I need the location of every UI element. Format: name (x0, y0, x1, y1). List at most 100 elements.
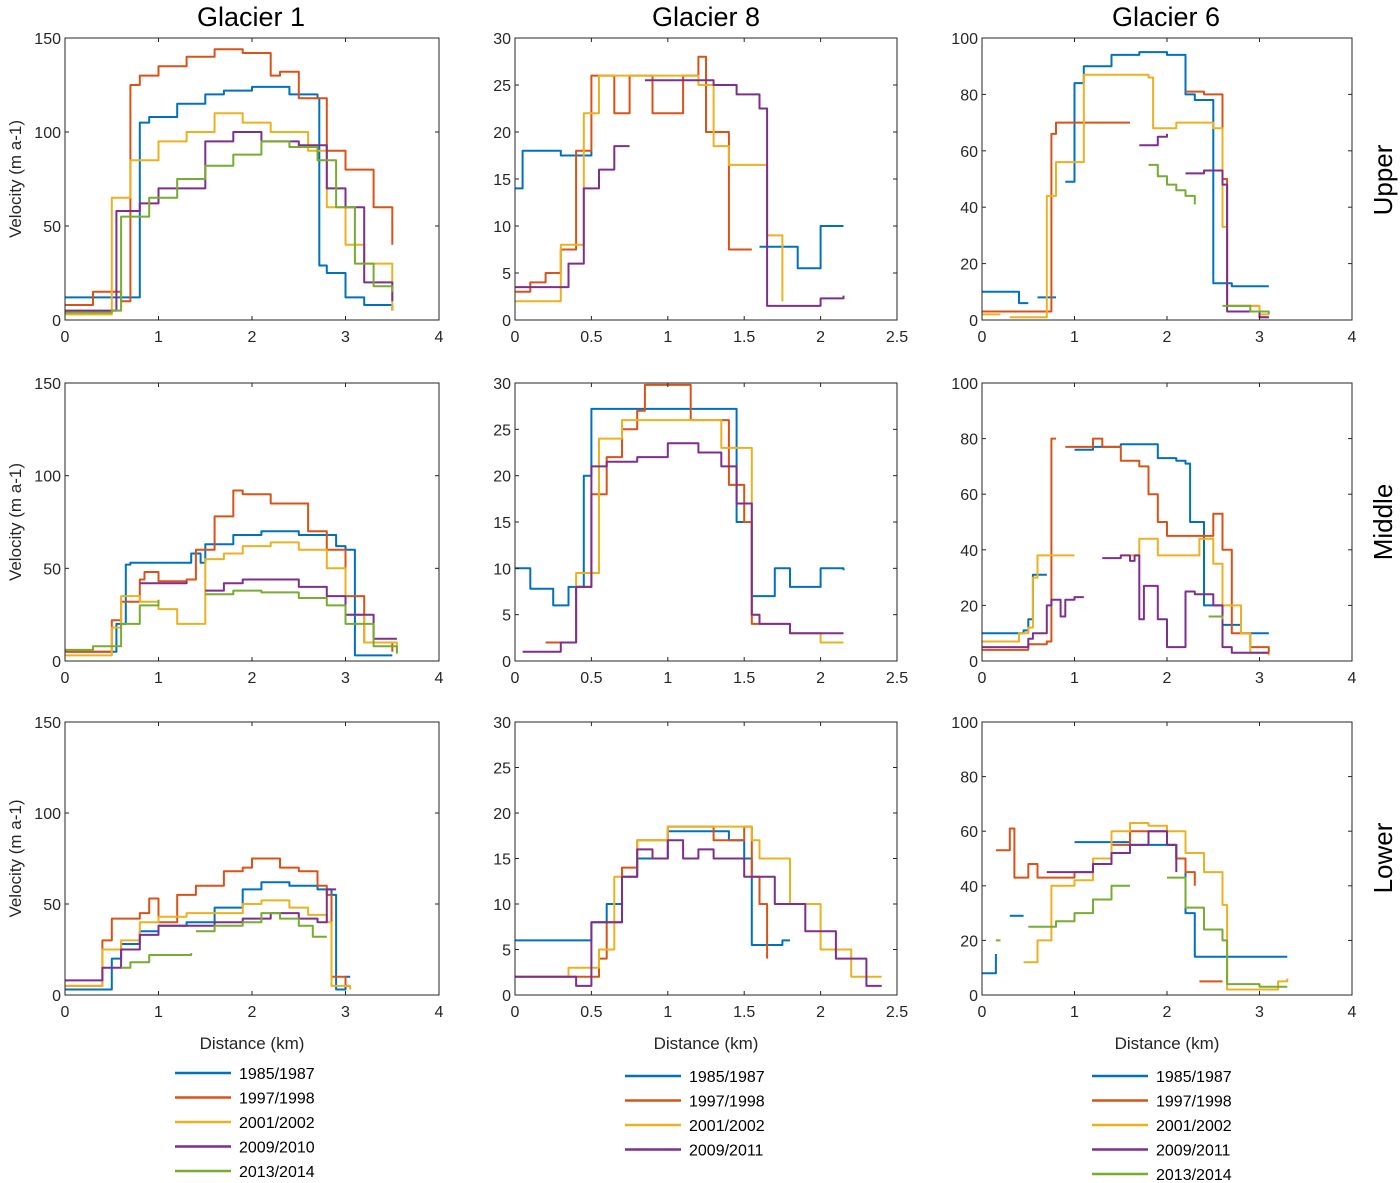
series-line-2001-2002 (515, 74, 784, 303)
series-line-2013-2014 (1208, 615, 1224, 620)
column-title-glacier-1: Glacier 1 (197, 2, 305, 32)
x-tick-label: 2.5 (886, 1004, 908, 1021)
y-tick-label: 10 (493, 897, 511, 914)
y-tick-label: 40 (960, 200, 978, 217)
series-line-2001-2002 (982, 554, 1075, 643)
series-line-2009-2010 (1185, 169, 1269, 319)
y-tick-label: 10 (493, 561, 511, 578)
y-tick-label: 30 (493, 715, 511, 732)
series-line-1985-1987 (982, 290, 1029, 305)
y-tick-label: 30 (493, 376, 511, 393)
y-tick-label: 0 (502, 654, 511, 671)
y-tick-label: 80 (960, 87, 978, 104)
series-line-2009-2010 (522, 442, 844, 653)
x-tick-label: 1 (1070, 670, 1079, 687)
legend-label: 2001/2002 (1156, 1118, 1232, 1135)
legend-label: 1985/1987 (1156, 1069, 1232, 1086)
y-tick-label: 0 (52, 654, 61, 671)
x-tick-label: 2 (1163, 1004, 1172, 1021)
series-line-2009-2010 (1102, 554, 1269, 654)
y-axis-label: Velocity (m a-1) (6, 463, 25, 581)
series-line-2009-2010 (515, 839, 882, 987)
series-line-1997-1998 (982, 121, 1130, 313)
series-line-2009-2010 (515, 145, 630, 289)
legend-label: 1997/1998 (689, 1094, 765, 1111)
series-line-2013-2014 (205, 589, 398, 654)
x-tick-label: 2 (816, 670, 825, 687)
x-tick-label: 2 (816, 329, 825, 346)
panel-glacier-1-lower: 0 1 2 3 4 0 50 100 150 Velocity (m a-1) Distance (… (6, 715, 444, 1053)
legend-label: 2009/2011 (1156, 1143, 1231, 1160)
y-tick-label: 5 (502, 943, 511, 960)
y-tick-label: 20 (493, 469, 511, 486)
y-tick-label: 0 (502, 988, 511, 1005)
x-tick-label: 2 (816, 1004, 825, 1021)
y-tick-label: 50 (43, 561, 61, 578)
x-tick-label: 3 (1255, 670, 1264, 687)
series-line-1997-1998 (65, 857, 351, 987)
y-tick-label: 20 (960, 933, 978, 950)
x-tick-label: 3 (341, 1004, 350, 1021)
series-line-2013-2014 (1028, 884, 1130, 928)
x-axis-label: Distance (km) (200, 1034, 305, 1053)
legend-label: 1985/1987 (239, 1066, 315, 1083)
legend-label: 2001/2002 (239, 1115, 315, 1132)
x-tick-label: 1 (663, 670, 672, 687)
series-line-2009-2010 (1139, 133, 1168, 147)
x-tick-label: 4 (1348, 670, 1357, 687)
y-tick-label: 20 (960, 257, 978, 274)
x-tick-label: 2 (1163, 329, 1172, 346)
series-line-2009-2010 (1046, 830, 1178, 874)
panel-glacier-8-middle: 0 0.5 1 1.5 2 2.5 0 5 10 15 20 25 30 (493, 376, 908, 687)
legend-glacier-8: 1985/1987 1997/1998 2001/2002 2009/2011 (625, 1069, 765, 1160)
y-tick-label: 15 (493, 852, 511, 869)
legend-glacier-1: 1985/1987 1997/1998 2001/2002 2009/2010 2013… (175, 1066, 315, 1181)
y-tick-label: 0 (52, 988, 61, 1005)
x-tick-label: 2.5 (886, 329, 908, 346)
x-tick-label: 0 (511, 670, 520, 687)
y-tick-label: 60 (960, 824, 978, 841)
y-tick-label: 25 (493, 761, 511, 778)
panel-glacier-1-upper: 0 1 2 3 4 0 50 100 150 Velocity (m a-1) (6, 31, 444, 346)
legend-label: 2009/2010 (239, 1140, 315, 1157)
series-line-1997-1998 (65, 489, 394, 653)
y-tick-label: 0 (502, 313, 511, 330)
y-tick-label: 100 (951, 31, 978, 48)
series-line-2009-2010 (139, 581, 188, 585)
series-line-1985-1987 (515, 149, 593, 190)
y-tick-label: 50 (43, 897, 61, 914)
x-axis-label: Distance (km) (654, 1034, 759, 1053)
series-line-2013-2014 (195, 912, 327, 938)
y-tick-label: 20 (960, 598, 978, 615)
series-line-2013-2014 (65, 140, 394, 314)
y-tick-label: 25 (493, 78, 511, 95)
legend-label: 1985/1987 (689, 1069, 765, 1086)
column-title-glacier-8: Glacier 8 (652, 2, 760, 32)
y-tick-label: 5 (502, 608, 511, 625)
series-line-1997-1998 (65, 48, 394, 306)
legend-glacier-6: 1985/1987 1997/1998 2001/2002 2009/2011 2013… (1092, 1069, 1232, 1183)
y-tick-label: 100 (34, 125, 61, 142)
x-tick-label: 4 (1348, 329, 1357, 346)
y-tick-label: 150 (34, 715, 61, 732)
series-line-2001-2002 (1009, 73, 1269, 319)
x-tick-label: 1 (1070, 1004, 1079, 1021)
x-tick-label: 0 (511, 329, 520, 346)
series-line-2001-2002 (65, 541, 398, 657)
plot-frame (514, 721, 898, 996)
y-tick-label: 60 (960, 487, 978, 504)
x-tick-label: 1 (1070, 329, 1079, 346)
series-line-2013-2014 (121, 953, 193, 969)
series-line-1997-1998 (545, 383, 760, 644)
x-axis-label: Distance (km) (1115, 1034, 1220, 1053)
y-tick-label: 10 (493, 219, 511, 236)
y-tick-label: 0 (969, 988, 978, 1005)
x-tick-label: 0 (61, 329, 70, 346)
x-tick-label: 2 (248, 1004, 257, 1021)
y-tick-label: 15 (493, 172, 511, 189)
x-tick-label: 0 (978, 670, 987, 687)
row-label-upper: Upper (1368, 144, 1398, 215)
x-tick-label: 0 (978, 329, 987, 346)
